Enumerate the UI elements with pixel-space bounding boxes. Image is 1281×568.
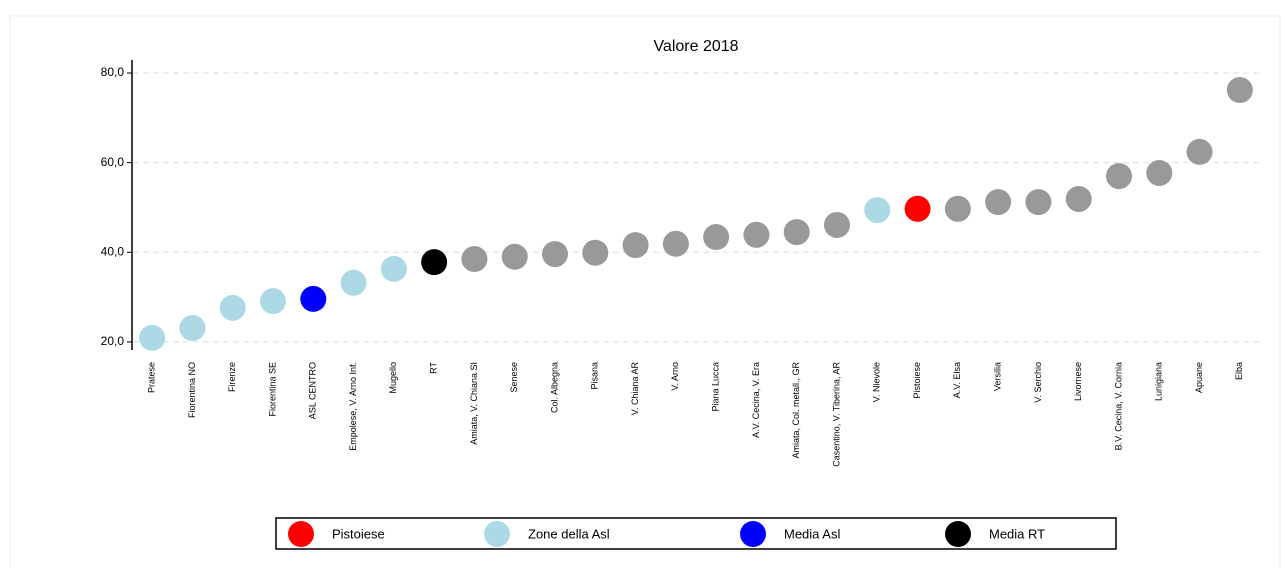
x-tick-label: Amiata, Col. metall., GR bbox=[791, 362, 801, 459]
x-tick-label: A.V. Cecina, V. Era bbox=[751, 362, 761, 438]
x-tick-label: B.V. Cecina, V. Cornia bbox=[1113, 362, 1123, 450]
dot bbox=[1186, 138, 1213, 165]
dot bbox=[380, 255, 407, 282]
x-tick-label: Lunigiana bbox=[1154, 362, 1164, 401]
y-tick-label: 80,0 bbox=[101, 65, 125, 79]
x-tick-label: Pratese bbox=[147, 362, 157, 393]
dot bbox=[300, 285, 327, 312]
dot bbox=[219, 294, 246, 321]
x-tick-label: Casentino, V. Tiberina, AR bbox=[831, 362, 841, 467]
dot bbox=[864, 197, 891, 224]
dot bbox=[743, 221, 770, 248]
dot bbox=[662, 230, 689, 257]
x-tick-label: Fiorentina SE bbox=[267, 362, 277, 417]
dot bbox=[783, 219, 810, 246]
dot bbox=[461, 246, 488, 273]
dot bbox=[1226, 77, 1253, 104]
dot bbox=[703, 224, 730, 251]
dot bbox=[1146, 159, 1173, 186]
x-tick-label: V. Nievole bbox=[872, 362, 882, 402]
x-tick-label: Versilia bbox=[993, 362, 1003, 391]
legend-label: Media Asl bbox=[784, 526, 840, 541]
x-tick-label: ASL CENTRO bbox=[308, 362, 318, 419]
legend-label: Media RT bbox=[989, 526, 1045, 541]
dot bbox=[1025, 189, 1052, 216]
y-tick-label: 20,0 bbox=[101, 334, 125, 348]
y-tick-label: 40,0 bbox=[101, 244, 125, 258]
x-tick-label: Senese bbox=[509, 362, 519, 393]
x-tick-label: Amiata, V. Chiana SI bbox=[469, 362, 479, 445]
dot bbox=[824, 211, 850, 238]
dot bbox=[260, 288, 286, 315]
y-tick-label: 60,0 bbox=[101, 155, 125, 169]
dot bbox=[985, 189, 1012, 216]
legend-swatch bbox=[288, 521, 314, 547]
x-tick-label: Pisana bbox=[590, 362, 600, 390]
x-tick-label: Elba bbox=[1234, 362, 1244, 380]
frame bbox=[9, 15, 1281, 568]
dot bbox=[501, 243, 528, 270]
x-tick-label: Livornese bbox=[1073, 362, 1083, 401]
x-tick-label: Piana Lucca bbox=[711, 362, 721, 412]
chart-title: Valore 2018 bbox=[653, 38, 738, 55]
x-tick-label: V. Chiana AR bbox=[630, 362, 640, 416]
legend-swatch bbox=[740, 521, 766, 547]
legend-label: Pistoiese bbox=[332, 526, 385, 541]
x-tick-label: V. Arno bbox=[670, 362, 680, 391]
x-tick-label: Col. Albegna bbox=[549, 362, 559, 413]
x-tick-label: Mugello bbox=[388, 362, 398, 394]
legend-swatch bbox=[484, 521, 510, 547]
dot bbox=[340, 269, 367, 296]
dot bbox=[904, 195, 931, 222]
dot bbox=[622, 232, 649, 259]
x-tick-label: Fiorentina NO bbox=[187, 362, 197, 418]
x-tick-label: Apuane bbox=[1194, 362, 1204, 393]
dot bbox=[421, 249, 448, 276]
dot bbox=[944, 195, 971, 222]
x-tick-label: Empolese, V. Arno Inf. bbox=[348, 362, 358, 451]
x-tick-label: Pistoiese bbox=[912, 362, 922, 399]
dot bbox=[1106, 163, 1132, 190]
dot bbox=[1065, 185, 1092, 212]
legend-label: Zone della Asl bbox=[528, 526, 610, 541]
x-tick-label: A.V. Elsa bbox=[952, 362, 962, 398]
dot bbox=[582, 239, 609, 266]
dot bbox=[542, 241, 568, 268]
x-tick-label: V. Serchio bbox=[1033, 362, 1043, 403]
x-tick-label: Firenze bbox=[227, 362, 237, 392]
dot bbox=[179, 315, 206, 342]
legend bbox=[275, 517, 1117, 550]
dot bbox=[139, 324, 166, 351]
legend-swatch bbox=[945, 521, 971, 547]
x-tick-label: RT bbox=[429, 362, 439, 374]
